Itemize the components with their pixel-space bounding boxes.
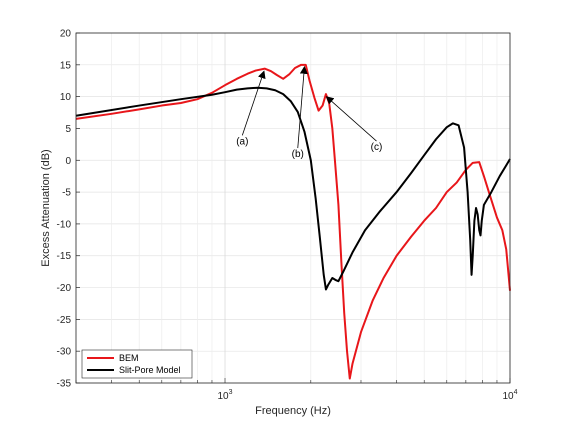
y-tick-label: -10 — [57, 219, 72, 230]
y-tick-label: -20 — [57, 283, 72, 294]
series-line-bem — [75, 63, 511, 380]
legend-box — [81, 349, 193, 379]
series-group — [75, 63, 511, 380]
y-tick-label: -5 — [62, 188, 71, 199]
y-tick-label: 10 — [60, 92, 72, 103]
x-tick-exponent: 4 — [514, 389, 518, 396]
legend-label: Slit-Pore Model — [119, 365, 181, 375]
y-tick-label: -25 — [57, 315, 72, 326]
plot-area — [76, 33, 510, 383]
y-tick-label: 15 — [60, 60, 72, 71]
annotations-group: (a) (b) (c) — [236, 65, 383, 160]
x-axis-label: Frequency (Hz) — [255, 405, 331, 417]
y-tick-label: -30 — [57, 347, 72, 358]
annotation-label: (a) — [236, 136, 248, 147]
x-tick-label: 104 — [502, 389, 517, 402]
x-tick-base: 10 — [502, 391, 514, 402]
y-tick-label: 5 — [65, 124, 71, 135]
series-line-slit-pore — [75, 86, 511, 291]
annotation-label: (c) — [371, 142, 383, 153]
annotation-arrow — [297, 65, 308, 149]
y-tick-label: -15 — [57, 251, 72, 262]
annotation-arrow — [241, 70, 266, 136]
y-axis-label: Excess Attenuation (dB) — [40, 149, 52, 266]
legend: BEM Slit-Pore Model — [81, 349, 193, 379]
y-tick-label: -35 — [57, 379, 72, 390]
x-tick-exponent: 3 — [229, 389, 233, 396]
annotation-label: (b) — [292, 149, 304, 160]
y-tick-label: 20 — [60, 29, 72, 40]
x-tick-label: 103 — [217, 389, 232, 402]
y-tick-label: 0 — [65, 156, 71, 167]
x-tick-base: 10 — [217, 391, 229, 402]
plot-frame — [75, 32, 511, 384]
annotation-arrow — [325, 96, 377, 142]
legend-label: BEM — [119, 353, 139, 363]
